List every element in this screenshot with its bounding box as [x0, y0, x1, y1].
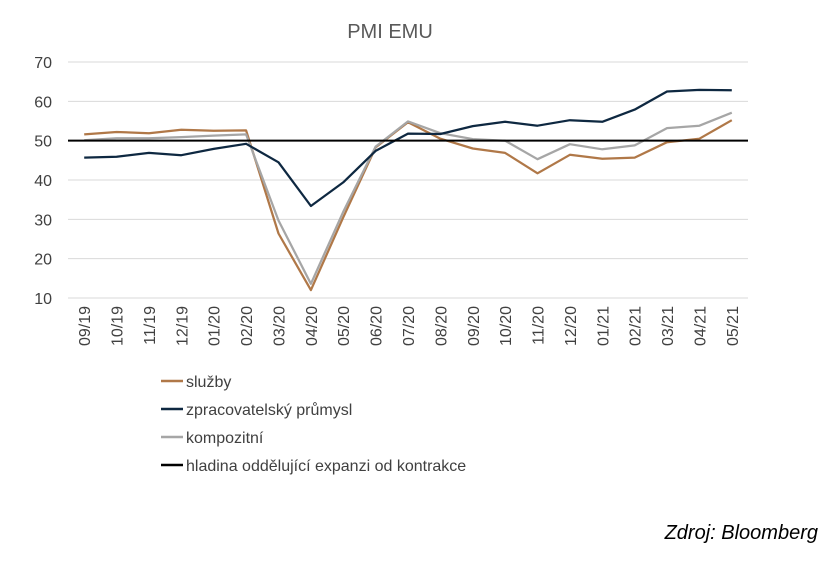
x-tick-label: 09/20: [466, 306, 483, 346]
x-tick-label: 10/20: [498, 306, 515, 346]
x-tick-label: 12/19: [174, 306, 191, 346]
x-tick-label: 01/21: [595, 306, 612, 346]
x-axis: 09/19 10/19 11/19 12/19 01/20 02/20 03/20 04/20…: [77, 306, 742, 346]
legend-label: zpracovatelský průmysl: [186, 401, 352, 419]
series-lines: [68, 88, 748, 292]
x-tick-label: 01/20: [207, 306, 224, 346]
x-tick-label: 08/20: [433, 306, 450, 346]
legend-label: kompozitní: [186, 430, 264, 447]
x-tick-label: 04/21: [692, 306, 709, 346]
series-line-1: [84, 88, 732, 208]
x-tick-label: 03/21: [660, 306, 677, 346]
x-tick-label: 02/20: [239, 306, 256, 346]
y-tick-label: 40: [34, 173, 52, 190]
x-tick-label: 09/19: [77, 306, 94, 346]
grid: [68, 61, 748, 299]
legend: služby zpracovatelský průmysl kompozitní hl…: [161, 374, 466, 475]
y-tick-label: 10: [34, 291, 52, 308]
x-tick-label: 05/21: [725, 306, 742, 346]
x-tick-label: 03/20: [271, 306, 288, 346]
x-tick-label: 04/20: [304, 306, 321, 346]
y-tick-label: 50: [34, 134, 52, 151]
y-tick-label: 70: [34, 55, 52, 72]
legend-label: služby: [186, 374, 231, 391]
chart-title: PMI EMU: [347, 21, 433, 43]
y-tick-label: 20: [34, 252, 52, 269]
y-tick-label: 60: [34, 94, 52, 111]
x-tick-label: 10/19: [110, 306, 127, 346]
x-tick-label: 05/20: [336, 306, 353, 346]
x-tick-label: 02/21: [628, 306, 645, 346]
x-tick-label: 11/19: [142, 306, 159, 345]
x-tick-label: 06/20: [369, 306, 386, 346]
x-tick-label: 07/20: [401, 306, 418, 346]
y-tick-label: 30: [34, 212, 52, 229]
series-line-2: [84, 111, 733, 285]
x-tick-label: 11/20: [531, 306, 548, 345]
source-note: Zdroj: Bloomberg: [664, 522, 818, 544]
legend-label: hladina oddělující expanzi od kontrakce: [186, 458, 466, 475]
x-tick-label: 12/20: [563, 306, 580, 346]
y-axis: 10 20 30 40 50 60 70: [34, 55, 52, 308]
